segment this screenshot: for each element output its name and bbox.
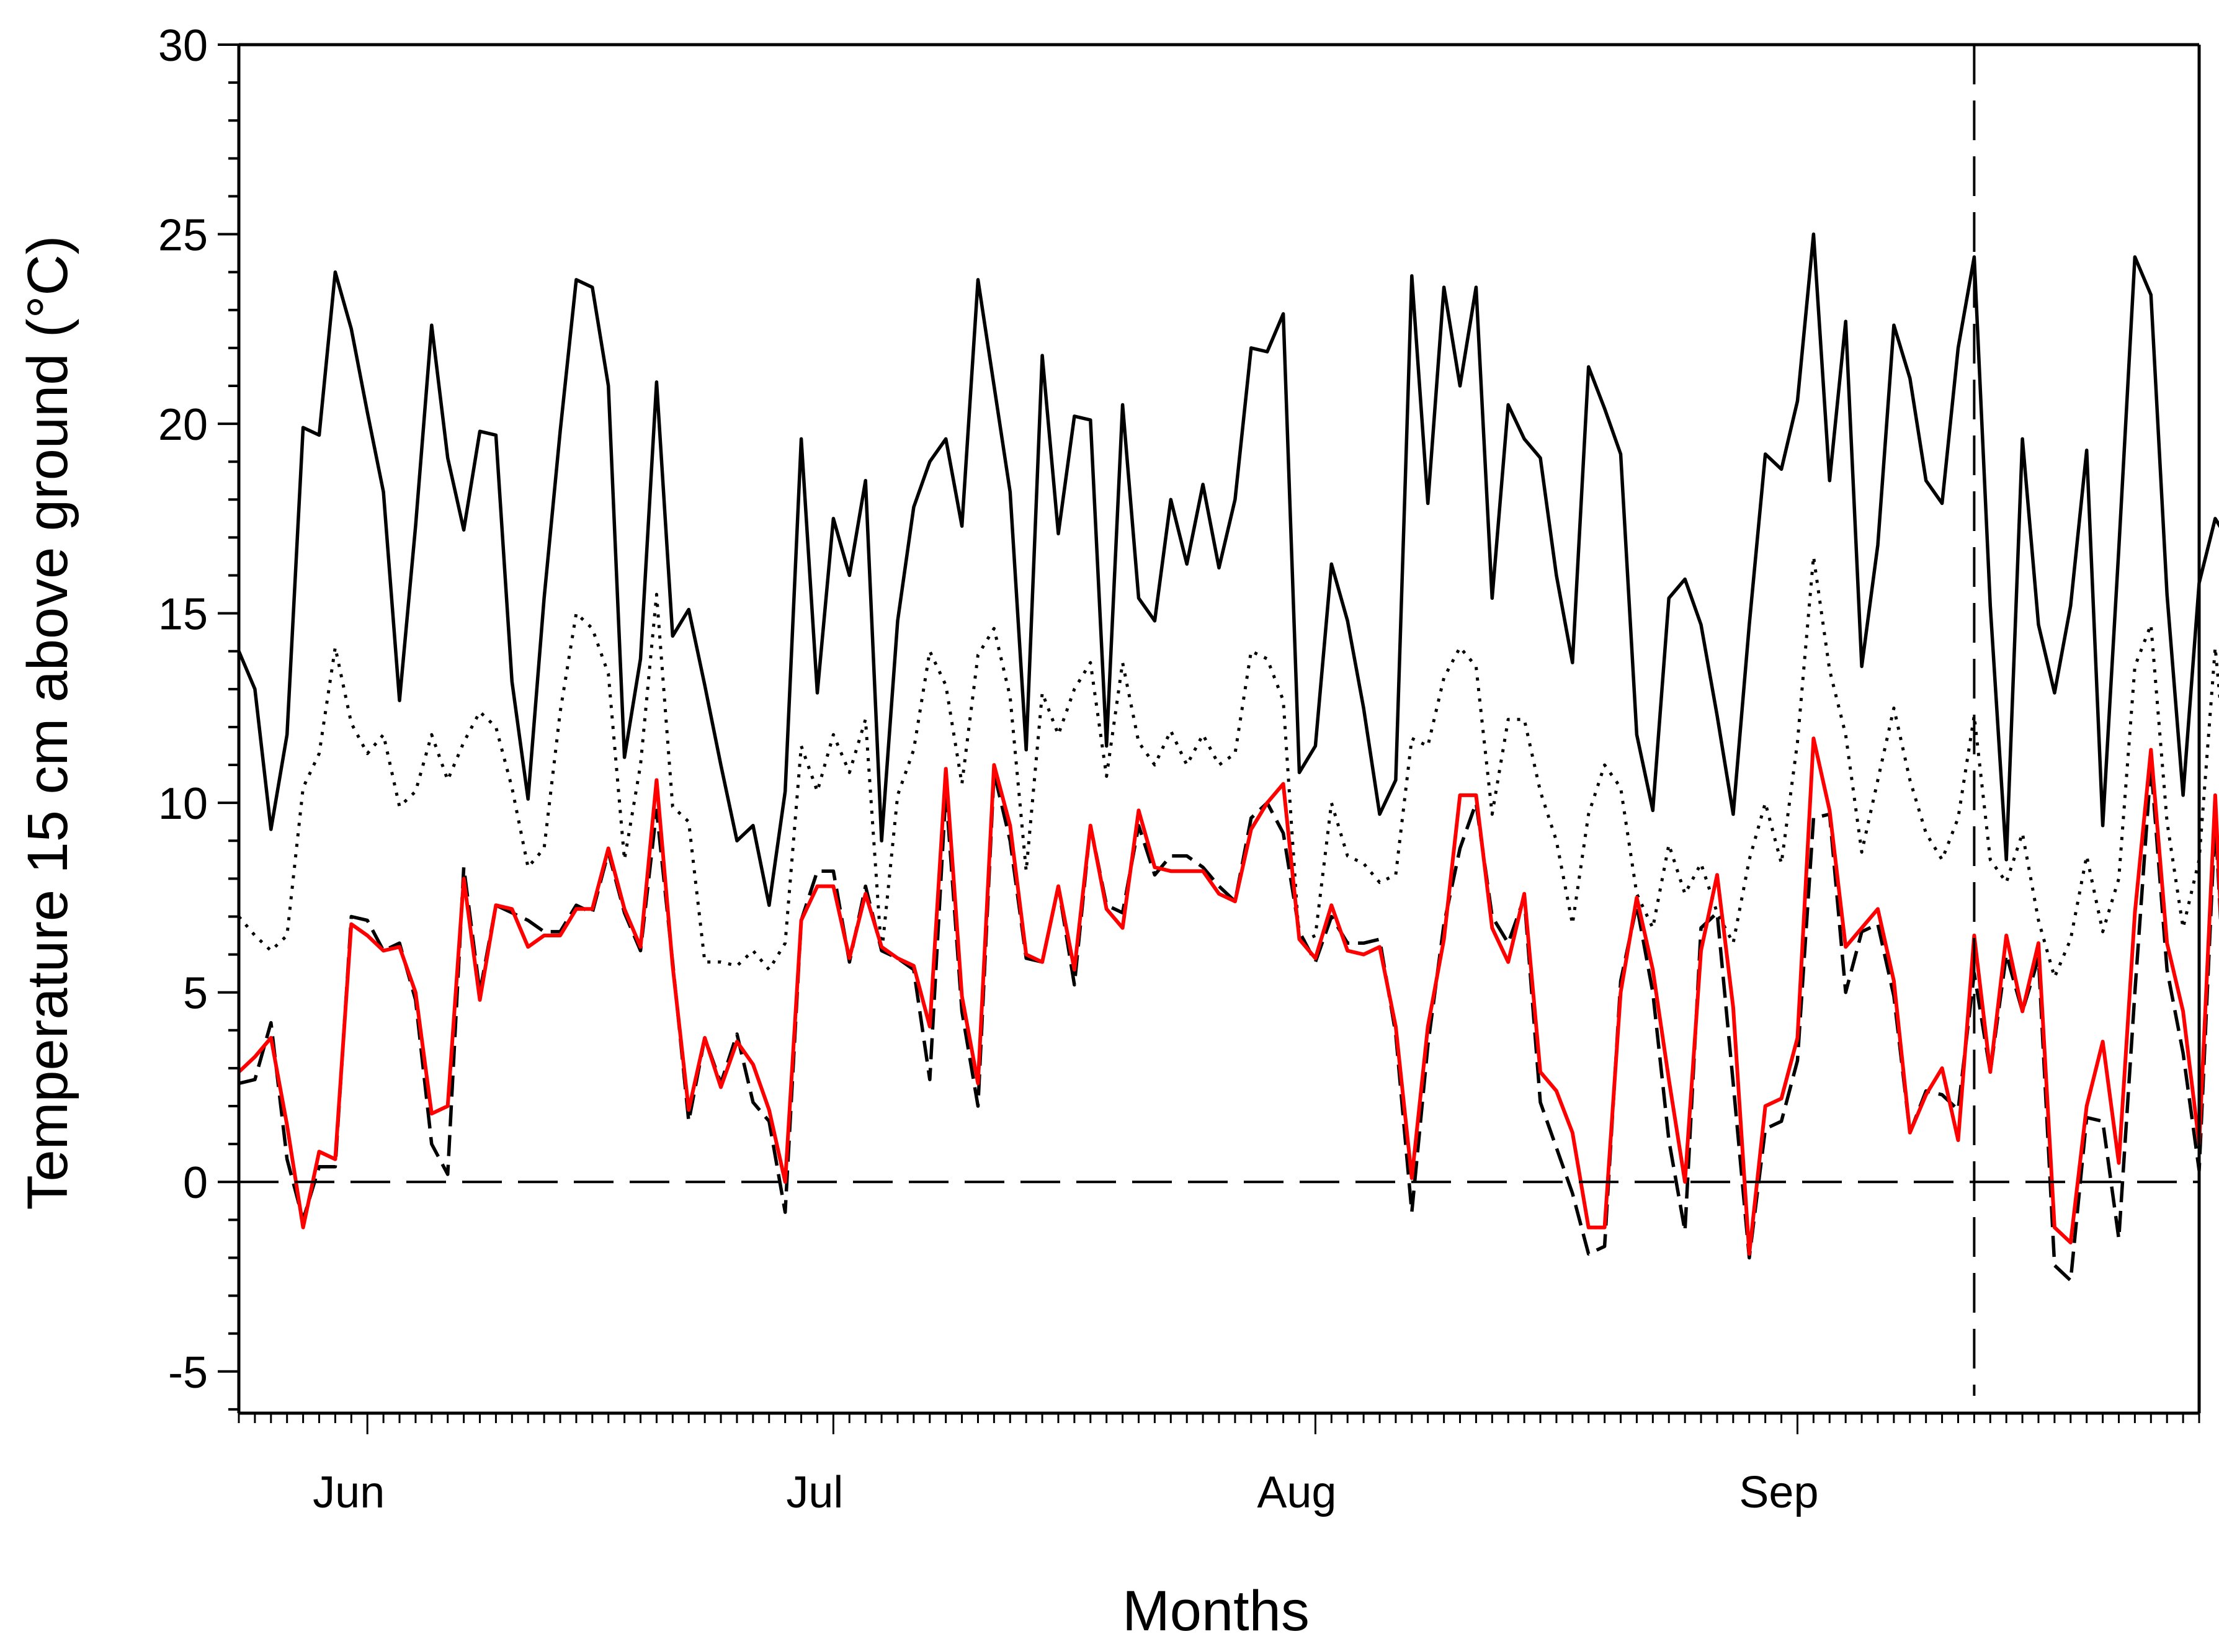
series-line-maximum <box>237 232 2219 907</box>
x-tick-label-jun: Jun <box>313 1468 385 1517</box>
reference-lines <box>239 45 2199 1396</box>
series-line-minimum-modelled <box>237 736 2219 1256</box>
y-tick-label: 0 <box>183 1158 208 1208</box>
series-line-minimum-measured <box>238 763 2219 1282</box>
y-tick-label: 5 <box>183 969 208 1019</box>
series-lines <box>237 232 2219 1282</box>
y-axis-title: Temperature 15 cm above ground (°C) <box>16 236 79 1210</box>
x-tick-label-sep: Sep <box>1739 1468 1818 1517</box>
tick-labels: -5 0 5 10 15 20 25 30 Jun Jul Aug Sep <box>158 21 1819 1517</box>
series-line-mean <box>238 555 2219 979</box>
x-tick-label-aug: Aug <box>1257 1468 1336 1517</box>
y-tick-label: 25 <box>158 211 208 261</box>
y-tick-label: 20 <box>158 400 208 450</box>
y-tick-label: 15 <box>158 590 208 640</box>
y-tick-label: 30 <box>158 21 208 71</box>
ticks <box>218 43 2200 1434</box>
y-tick-label: 10 <box>158 779 208 829</box>
x-axis-title: Months <box>1122 1579 1310 1643</box>
y-tick-label: -5 <box>168 1348 208 1398</box>
x-tick-label-jul: Jul <box>786 1468 843 1517</box>
